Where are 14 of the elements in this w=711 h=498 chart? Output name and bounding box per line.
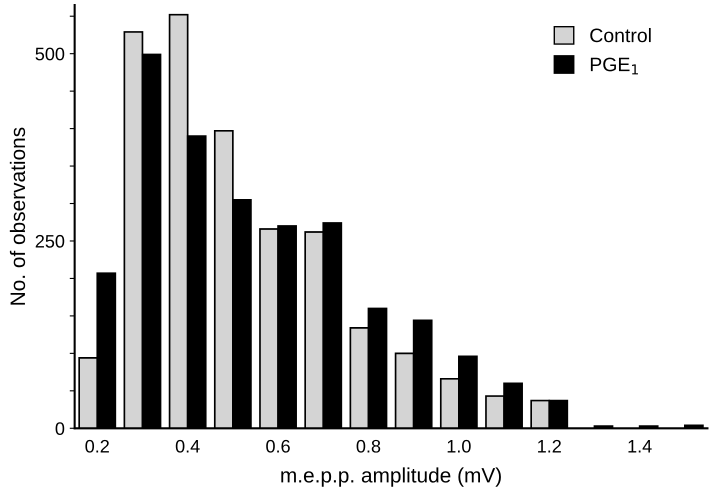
- y-axis-title: No. of observations: [10, 128, 26, 305]
- x-axis-title: m.e.p.p. amplitude (mV): [281, 467, 501, 487]
- x-tick-label: 0.8: [356, 440, 380, 453]
- y-tick-label: 0: [56, 422, 64, 435]
- x-tick-label: 0.6: [266, 440, 290, 453]
- x-tick-label: 1.2: [538, 440, 561, 452]
- x-tick-label: 0.4: [176, 440, 200, 453]
- x-tick-label: 1.0: [448, 440, 471, 453]
- legend-label: Control: [590, 28, 651, 42]
- y-tick-label: 250: [36, 234, 64, 248]
- x-tick-label: 1.4: [628, 440, 652, 452]
- y-tick-label: 500: [36, 48, 64, 60]
- x-tick-label: 0.2: [85, 440, 109, 453]
- legend-label: PGE$_{1}$: [590, 58, 638, 74]
